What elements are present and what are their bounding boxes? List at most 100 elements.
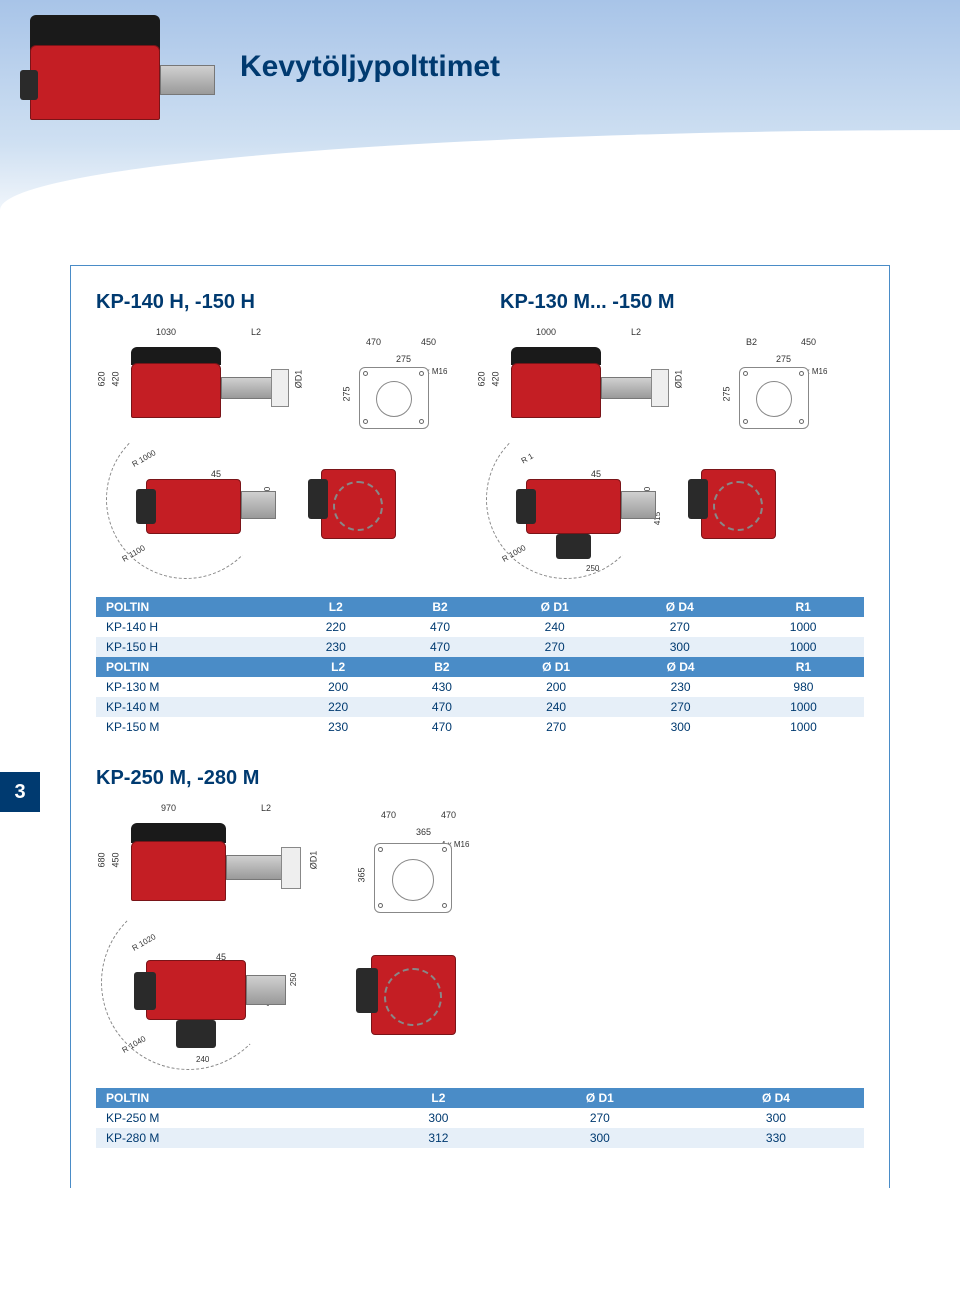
table-header: B2	[388, 597, 492, 617]
diagram-kp250m-flange: 470 470 365 4 x M16 365 ØD4	[336, 805, 496, 920]
dim-label: 470	[381, 810, 396, 820]
table-cell: 230	[286, 717, 390, 737]
table-header: L2	[365, 1088, 512, 1108]
table-header: Ø D1	[492, 597, 617, 617]
table-cell: 230	[618, 677, 743, 697]
flange-hole	[799, 419, 804, 424]
table-cell: 1000	[742, 617, 864, 637]
flange-bore	[756, 381, 792, 417]
dim-label: 420	[111, 371, 121, 386]
flange-hole	[378, 847, 383, 852]
dim-label: 450	[111, 852, 121, 867]
table-cell: 1000	[743, 697, 864, 717]
section1-title-left: KP-140 H, -150 H	[96, 291, 460, 314]
table-cell: 1000	[742, 637, 864, 657]
diagram-kp250m-top: R 1020 R 1040 45 430 420 250 240	[96, 930, 321, 1070]
diagram-kp250m-front	[336, 930, 496, 1070]
table-cell: KP-140 M	[96, 697, 286, 717]
table-header: L2	[286, 657, 390, 677]
table-row: KP-280 M312300330	[96, 1128, 864, 1148]
table-header: Ø D4	[617, 597, 742, 617]
table-row: KP-150 M2304702703001000	[96, 717, 864, 737]
flange-hole	[442, 847, 447, 852]
dim-label: 45	[591, 469, 601, 479]
table-cell: 470	[390, 717, 494, 737]
table-kp130m: POLTINL2B2Ø D1Ø D4R1 KP-130 M20043020023…	[96, 657, 864, 737]
table-cell: 980	[743, 677, 864, 697]
flange-hole	[799, 371, 804, 376]
table-header: POLTIN	[96, 657, 286, 677]
flange-hole	[419, 371, 424, 376]
table-cell: 270	[512, 1108, 688, 1128]
dim-label: 250	[586, 564, 599, 573]
table-header: Ø D4	[688, 1088, 864, 1108]
dim-label: 275	[722, 386, 732, 401]
table-row: KP-140 H2204702402701000	[96, 617, 864, 637]
dim-label: 970	[161, 803, 176, 813]
flange-side	[281, 847, 301, 889]
table-header: L2	[284, 597, 388, 617]
table-kp250m: POLTINL2Ø D1Ø D4 KP-250 M300270300KP-280…	[96, 1088, 864, 1148]
table-cell: 300	[512, 1128, 688, 1148]
dim-label: ØD1	[309, 851, 319, 870]
table-cell: KP-130 M	[96, 677, 286, 697]
flange-hole	[363, 419, 368, 424]
section1-title-right: KP-130 M... -150 M	[500, 291, 864, 314]
table-header: R1	[743, 657, 864, 677]
table-cell: 470	[388, 617, 492, 637]
dim-label: 250	[289, 973, 298, 986]
dim-label: 620	[477, 371, 487, 386]
dim-label: 240	[196, 1055, 209, 1064]
diagram-kp140h-flange: 470 450 275 4 x M16 275 ØD4	[321, 329, 461, 439]
table-header: Ø D1	[494, 657, 619, 677]
page-number-tab: 3	[0, 772, 40, 812]
page-number: 3	[14, 781, 25, 804]
table-cell: 300	[365, 1108, 512, 1128]
dim-label: B2	[746, 337, 757, 347]
table-row: KP-150 H2304702703001000	[96, 637, 864, 657]
diagram-kp140h-top: R 1000 R 1100 45 360 210	[96, 449, 461, 579]
table-header: POLTIN	[96, 1088, 365, 1108]
page-title: Kevytöljypolttimet	[240, 50, 500, 84]
dim-label: 275	[776, 354, 791, 364]
table-cell: 312	[365, 1128, 512, 1148]
table-cell: 240	[492, 617, 617, 637]
flange-side	[651, 369, 669, 407]
dim-label: L2	[251, 327, 261, 337]
dim-label: 275	[342, 386, 352, 401]
table-kp140h: POLTINL2B2Ø D1Ø D4R1 KP-140 H22047024027…	[96, 597, 864, 657]
flange-hole	[743, 419, 748, 424]
table-row: KP-140 M2204702402701000	[96, 697, 864, 717]
table-cell: 300	[617, 637, 742, 657]
dim-label: L2	[631, 327, 641, 337]
table-cell: 240	[494, 697, 619, 717]
dim-label: 680	[97, 852, 107, 867]
flange-hole	[363, 371, 368, 376]
dim-label: 365	[416, 827, 431, 837]
table-header: POLTIN	[96, 597, 284, 617]
table-cell: KP-140 H	[96, 617, 284, 637]
content-frame: KP-140 H, -150 H KP-130 M... -150 M 1030…	[70, 265, 890, 1188]
diagram-kp130m-top: R 1 R 1000 45 360 210 415 250	[476, 449, 841, 579]
table-header: Ø D4	[618, 657, 743, 677]
flange-bore	[392, 859, 434, 901]
dim-label: 620	[97, 371, 107, 386]
table-cell: 1000	[743, 717, 864, 737]
table-cell: 470	[388, 637, 492, 657]
table-cell: KP-280 M	[96, 1128, 365, 1148]
table-cell: 230	[284, 637, 388, 657]
section2-title: KP-250 M, -280 M	[96, 767, 864, 790]
dim-label: 420	[491, 371, 501, 386]
table-cell: KP-150 H	[96, 637, 284, 657]
table-header: B2	[390, 657, 494, 677]
flange-hole	[743, 371, 748, 376]
dim-label: 450	[801, 337, 816, 347]
diagram-kp130m-flange: B2 450 275 4 x M16 275 ØD4	[701, 329, 841, 439]
table-row: KP-130 M200430200230980	[96, 677, 864, 697]
table-cell: 270	[618, 697, 743, 717]
dim-label: ØD1	[294, 370, 304, 389]
table-cell: 270	[492, 637, 617, 657]
flange-hole	[442, 903, 447, 908]
dim-label: L2	[261, 803, 271, 813]
table-cell: 220	[284, 617, 388, 637]
